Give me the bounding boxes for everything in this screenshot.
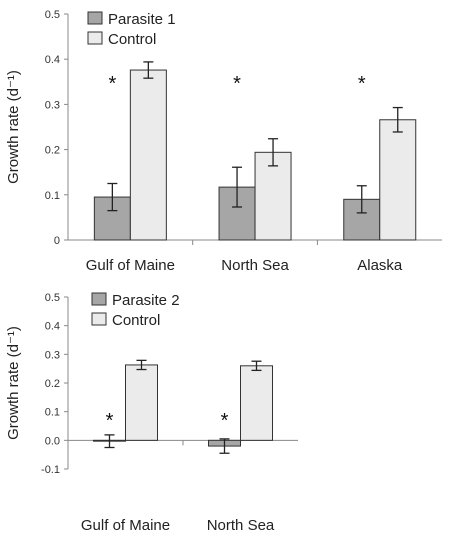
legend-swatch (91, 312, 107, 326)
legend-swatch (91, 292, 107, 306)
bar-control (379, 119, 417, 241)
y-tick-label: 0.1 (45, 190, 60, 202)
legend-swatch (87, 31, 103, 45)
legend-label: Parasite 1 (108, 11, 176, 28)
legend-swatch (87, 11, 103, 25)
significance-star: * (358, 73, 366, 95)
bar-control (125, 364, 158, 441)
significance-star: * (221, 410, 229, 432)
y-tick-label: 0.4 (45, 321, 60, 333)
category-label: Gulf of Maine (81, 517, 170, 534)
bar-control (240, 365, 273, 441)
chart-1: 0 0.1 0.2 0.3 0.4 0.5 * Gulf of Maine * North Sea… (5, 9, 442, 274)
legend: Parasite 1 Control (87, 11, 176, 48)
y-tick-label: 0 (54, 235, 60, 247)
bar-control (254, 151, 292, 241)
significance-star: * (108, 73, 116, 95)
y-tick-label: 0.3 (45, 99, 60, 111)
y-tick-label: 0.2 (45, 378, 60, 390)
y-tick-label: 0.5 (45, 9, 60, 21)
significance-star: * (106, 410, 114, 432)
y-tick-label: 0.0 (45, 435, 60, 447)
chart-2: -0.1 0.0 0.1 0.2 0.3 0.4 0.5 * Gulf of Maine * Nor… (5, 292, 298, 534)
legend-label: Control (112, 312, 160, 329)
legend-label: Control (108, 31, 156, 48)
legend: Parasite 2 Control (91, 292, 180, 329)
legend-label: Parasite 2 (112, 292, 180, 309)
y-axis-title: Growth rate (d⁻¹) (5, 70, 22, 184)
y-tick-label: -0.1 (41, 464, 60, 476)
category-label: North Sea (221, 257, 289, 274)
category-label: Gulf of Maine (86, 257, 175, 274)
category-label: Alaska (357, 257, 403, 274)
y-tick-label: 0.3 (45, 349, 60, 361)
significance-star: * (233, 73, 241, 95)
bar-control (129, 69, 167, 241)
y-axis-title: Growth rate (d⁻¹) (5, 326, 22, 440)
y-tick-label: 0.4 (45, 54, 60, 66)
category-label: North Sea (207, 517, 275, 534)
y-tick-label: 0.5 (45, 292, 60, 304)
y-tick-label: 0.2 (45, 145, 60, 157)
y-tick-label: 0.1 (45, 407, 60, 419)
